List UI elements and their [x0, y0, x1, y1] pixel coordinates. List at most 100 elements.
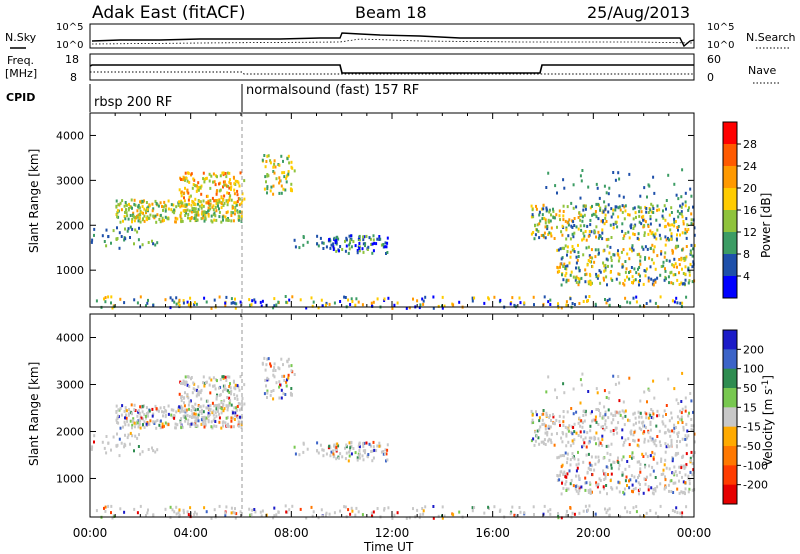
velocity-cell: [531, 413, 534, 417]
power-cell: [634, 278, 637, 282]
power-cell: [662, 260, 665, 264]
colorbar-tick-label: -100: [743, 459, 768, 472]
power-cell: [536, 223, 539, 227]
power-cell: [350, 245, 353, 249]
velocity-cell: [123, 409, 126, 413]
power-cell: [665, 199, 668, 202]
velocity-cell: [673, 510, 676, 514]
velocity-cell: [672, 481, 675, 485]
power-cell: [228, 196, 231, 200]
velocity-cell: [690, 428, 693, 432]
power-cell: [208, 179, 211, 183]
velocity-cell: [351, 509, 354, 513]
power-cell: [690, 212, 693, 216]
power-cell: [643, 269, 646, 273]
velocity-cell: [592, 418, 595, 422]
velocity-cell: [584, 481, 587, 485]
velocity-cell: [638, 420, 641, 424]
power-cell: [208, 172, 211, 176]
velocity-cell: [154, 404, 157, 408]
velocity-cell: [532, 505, 535, 509]
power-cell: [228, 171, 231, 175]
velocity-cell: [547, 509, 550, 513]
power-cell: [320, 298, 323, 302]
power-cell: [632, 227, 635, 230]
power-cell: [547, 220, 550, 224]
velocity-cell: [230, 419, 233, 423]
power-cell: [133, 198, 136, 202]
velocity-cell: [587, 489, 590, 493]
power-cell: [579, 218, 582, 222]
velocity-cell: [290, 369, 293, 373]
velocity-cell: [588, 504, 591, 508]
velocity-cell: [606, 508, 609, 512]
velocity-cell: [603, 428, 606, 432]
velocity-cell: [643, 424, 646, 428]
velocity-cell: [612, 432, 615, 436]
velocity-cell: [603, 487, 605, 491]
power-cell: [578, 302, 581, 305]
power-cell: [587, 185, 590, 189]
velocity-cell: [587, 466, 590, 470]
power-cell: [139, 220, 142, 224]
velocity-cell: [222, 403, 225, 407]
power-cell: [584, 268, 587, 272]
velocity-cell: [538, 416, 541, 420]
power-cell: [197, 188, 200, 192]
velocity-cell: [656, 485, 659, 489]
velocity-cell: [182, 414, 185, 418]
power-cell: [188, 209, 191, 213]
power-cell: [562, 214, 565, 218]
velocity-cell: [673, 387, 676, 391]
velocity-cell: [287, 376, 290, 380]
velocity-cell: [580, 435, 583, 439]
power-cell: [230, 219, 233, 223]
velocity-cell: [188, 400, 191, 404]
velocity-cell: [471, 509, 474, 513]
velocity-cell: [635, 421, 637, 425]
power-cell: [305, 306, 308, 310]
velocity-cell: [667, 428, 670, 432]
velocity-cell: [275, 381, 278, 385]
velocity-cell: [660, 460, 663, 463]
power-cell: [493, 295, 496, 299]
power-cell: [185, 211, 187, 215]
velocity-cell: [269, 362, 272, 366]
velocity-cell: [577, 474, 580, 478]
velocity-cell: [145, 416, 147, 420]
power-cell: [621, 210, 624, 214]
power-cell: [202, 199, 205, 203]
power-cell: [140, 211, 143, 215]
velocity-cell: [580, 419, 583, 423]
velocity-cell: [213, 424, 216, 428]
power-cell: [393, 303, 396, 307]
power-cell: [278, 191, 281, 195]
velocity-cell: [577, 492, 580, 496]
power-cell: [562, 210, 565, 213]
power-cell: [622, 237, 625, 240]
velocity-cell: [312, 510, 315, 514]
velocity-cell: [547, 375, 550, 379]
velocity-ylabel: Slant Range [km]: [27, 362, 41, 466]
power-cell: [207, 199, 210, 203]
power-cell: [177, 301, 180, 305]
velocity-cell: [604, 476, 607, 480]
power-cell: [670, 270, 673, 274]
power-cell: [650, 232, 653, 236]
velocity-cell: [558, 419, 561, 423]
power-cell: [690, 243, 693, 247]
velocity-cell: [605, 426, 608, 429]
velocity-cell: [349, 446, 352, 450]
velocity-cell: [544, 424, 547, 428]
power-cell: [632, 279, 635, 283]
velocity-cell: [233, 418, 236, 421]
power-cell: [293, 238, 296, 242]
power-cell: [550, 226, 553, 230]
power-cell: [531, 208, 534, 212]
velocity-cell: [155, 426, 158, 430]
velocity-cell: [601, 434, 604, 438]
velocity-cell: [577, 462, 580, 466]
velocity-cell: [547, 439, 550, 443]
power-cell: [639, 274, 641, 278]
